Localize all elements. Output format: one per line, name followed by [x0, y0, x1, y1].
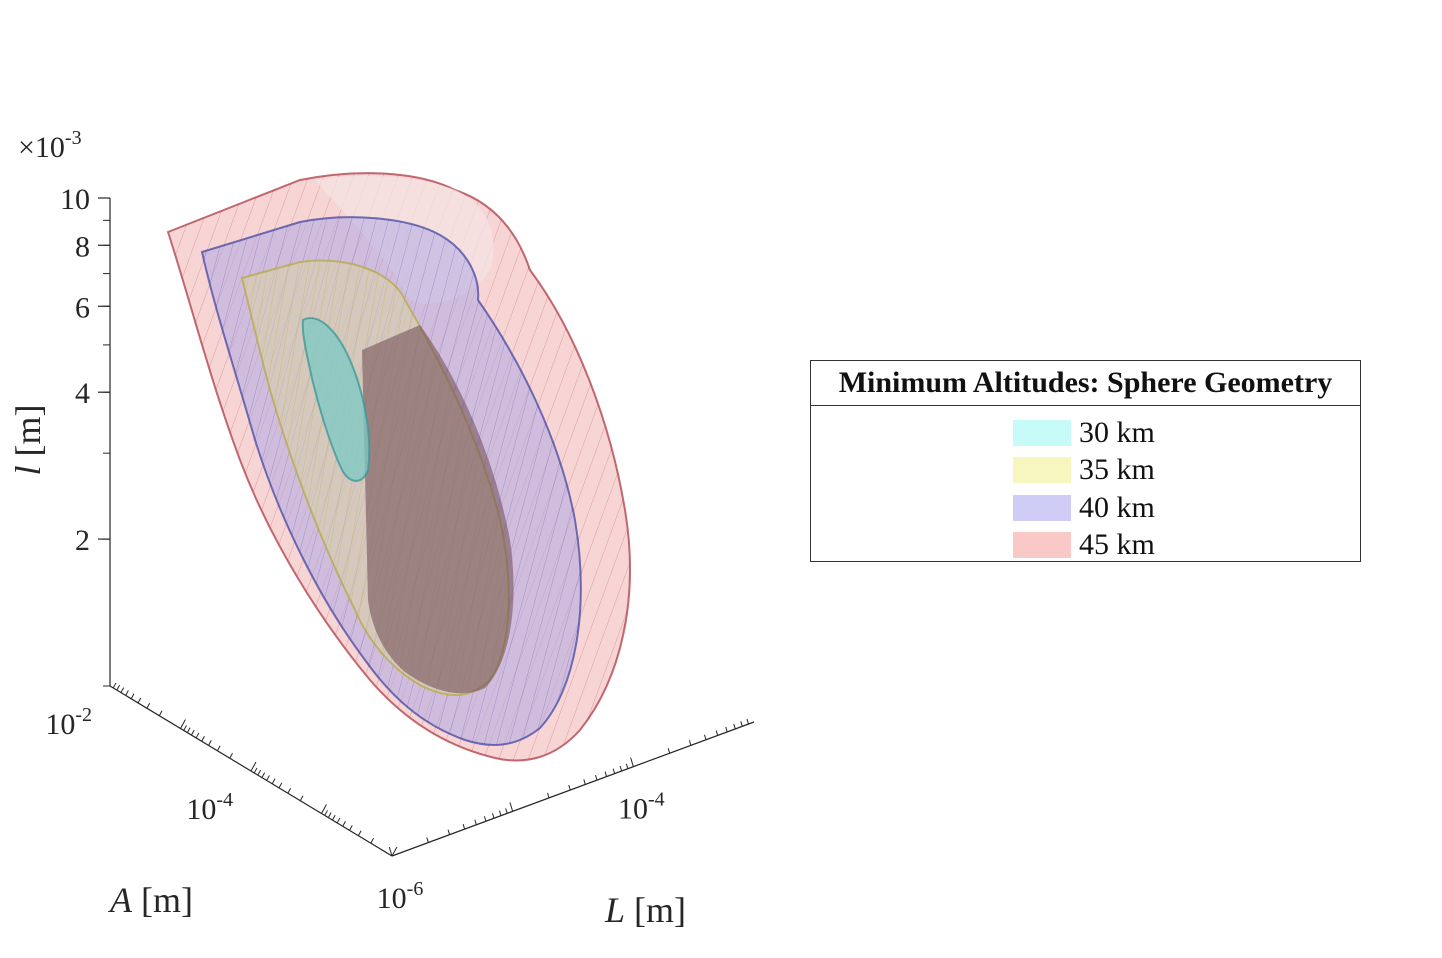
A-axis-label: A [m] — [108, 880, 193, 920]
L-tick — [388, 846, 393, 857]
A-tick — [229, 752, 233, 759]
L-tick — [733, 723, 736, 730]
A-tick — [336, 817, 341, 824]
A-tick — [201, 736, 205, 742]
L-tick-label: 10-4 — [618, 789, 665, 826]
surface-35km — [240, 259, 514, 696]
legend-swatch — [1013, 419, 1071, 446]
A-tick — [120, 687, 125, 693]
L-tick — [688, 740, 692, 746]
A-tick — [278, 782, 283, 789]
legend-box: Minimum Altitudes: Sphere Geometry 30 km… — [810, 360, 1361, 562]
A-tick — [146, 702, 151, 709]
legend-item: 45 km — [1013, 527, 1360, 565]
A-tick-label: 10-2 — [45, 704, 92, 741]
A-tick — [331, 814, 336, 821]
A-tick — [266, 775, 270, 781]
legend-label: 45 km — [1079, 528, 1155, 562]
legend-title: Minimum Altitudes: Sphere Geometry — [811, 361, 1360, 406]
A-tick — [370, 837, 374, 844]
L-axis-line — [391, 721, 755, 857]
L-tick — [704, 734, 707, 740]
A-tick — [257, 769, 262, 776]
A-tick — [253, 767, 258, 774]
L-tick — [568, 784, 571, 791]
L-tick — [725, 726, 728, 733]
A-tick — [271, 778, 276, 785]
A-tick — [299, 795, 304, 801]
A-tick — [250, 761, 257, 772]
L-tick — [474, 819, 477, 825]
L-tick — [491, 813, 495, 819]
legend-swatch — [1013, 532, 1071, 559]
z-tick-label: 10 — [60, 183, 90, 216]
z-tick-label: 4 — [75, 377, 90, 410]
legend-items: 30 km 35 km 40 km 45 km — [811, 406, 1360, 564]
A-tick — [349, 825, 353, 831]
L-tick — [612, 768, 616, 774]
L-tick — [619, 765, 623, 772]
L-tick — [715, 730, 719, 736]
L-tick — [740, 721, 743, 727]
A-tick — [261, 772, 266, 778]
legend-swatch — [1013, 457, 1071, 484]
z-axis-ticks: 2 4 6 8 10 — [60, 183, 110, 687]
L-axis-ticks: 10-6 10-4 — [377, 718, 749, 915]
L-tick — [447, 829, 451, 835]
L-tick — [509, 802, 514, 812]
L-tick — [426, 837, 429, 843]
L-tick — [595, 774, 598, 781]
A-tick — [125, 690, 129, 696]
A-tick — [137, 697, 142, 704]
legend-item: 35 km — [1013, 452, 1360, 490]
legend-label: 30 km — [1079, 415, 1155, 449]
A-tick — [391, 846, 398, 857]
L-tick — [505, 808, 508, 814]
A-tick — [116, 684, 121, 691]
L-tick — [583, 779, 586, 785]
L-tick — [483, 816, 487, 822]
A-tick — [321, 804, 327, 814]
A-tick-label: 10-4 — [186, 789, 233, 826]
L-tick — [462, 823, 466, 830]
A-tick — [208, 740, 212, 746]
A-tick — [342, 821, 346, 827]
legend-label: 40 km — [1079, 490, 1155, 524]
A-tick — [186, 727, 191, 733]
A-tick — [216, 745, 221, 751]
L-tick-label: 10-6 — [377, 878, 424, 915]
axis-multiplier: ×10-3 — [18, 127, 82, 164]
A-axis-ticks: 10-4 10-2 — [45, 682, 398, 857]
L-tick — [498, 810, 502, 816]
A-tick — [190, 729, 195, 736]
A-tick — [327, 812, 332, 818]
L-tick — [604, 771, 608, 777]
legend-label: 35 km — [1079, 453, 1155, 487]
L-tick — [547, 792, 550, 799]
A-tick — [183, 725, 187, 731]
z-tick-label: 8 — [75, 230, 90, 263]
A-tick — [287, 787, 292, 794]
A-tick — [195, 732, 200, 739]
A-tick — [130, 693, 135, 700]
A-tick — [357, 830, 362, 836]
z-axis-label: l [m] — [8, 405, 48, 476]
A-tick — [158, 710, 163, 716]
legend-swatch — [1013, 494, 1071, 521]
L-axis-label: L [m] — [604, 890, 686, 930]
L-tick — [630, 757, 634, 767]
A-tick — [112, 682, 117, 689]
A-tick — [180, 719, 186, 729]
surface-30km — [301, 317, 371, 482]
L-tick — [746, 718, 749, 725]
z-tick-label: 6 — [75, 291, 90, 324]
legend-item: 30 km — [1013, 414, 1360, 452]
legend-item: 40 km — [1013, 489, 1360, 527]
L-tick — [625, 763, 629, 769]
A-tick — [324, 810, 328, 816]
z-tick-label: 2 — [75, 524, 90, 557]
L-tick — [667, 748, 671, 754]
